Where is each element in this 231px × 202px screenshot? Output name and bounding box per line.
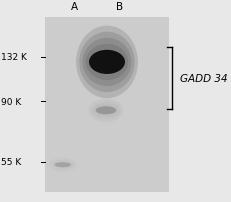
Ellipse shape <box>86 44 128 81</box>
Ellipse shape <box>50 159 76 171</box>
Ellipse shape <box>55 162 71 167</box>
Text: 132 K: 132 K <box>1 53 27 62</box>
Ellipse shape <box>89 50 125 75</box>
Ellipse shape <box>53 161 73 169</box>
Text: B: B <box>116 2 123 13</box>
Ellipse shape <box>49 157 77 173</box>
Ellipse shape <box>90 101 122 121</box>
Text: GADD 34: GADD 34 <box>180 74 228 84</box>
FancyBboxPatch shape <box>45 17 169 192</box>
Text: 55 K: 55 K <box>1 157 21 166</box>
Ellipse shape <box>94 105 118 117</box>
Ellipse shape <box>76 26 138 99</box>
Ellipse shape <box>79 33 135 93</box>
Text: A: A <box>70 2 78 13</box>
Ellipse shape <box>82 39 131 87</box>
Ellipse shape <box>92 103 120 119</box>
Ellipse shape <box>52 160 74 170</box>
Ellipse shape <box>88 99 124 123</box>
Text: 90 K: 90 K <box>1 97 21 106</box>
Ellipse shape <box>96 107 116 115</box>
